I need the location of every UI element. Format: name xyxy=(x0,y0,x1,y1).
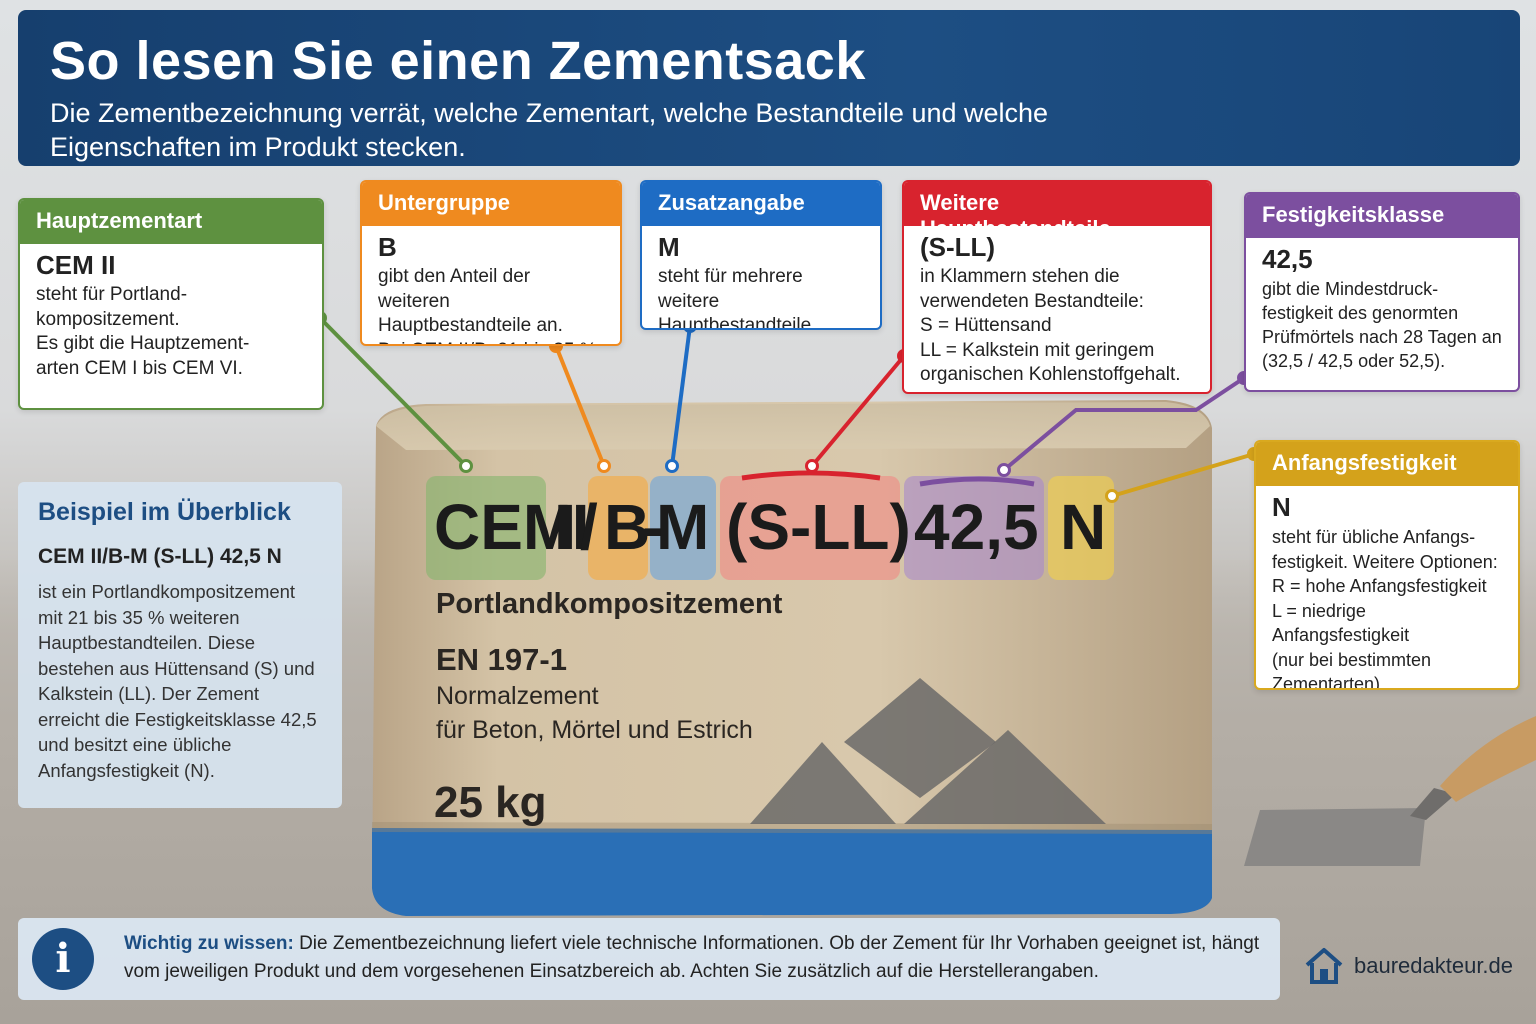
house-icon xyxy=(1305,948,1343,984)
page-title: So lesen Sie einen Zementsack xyxy=(50,31,866,91)
box-weitere-hauptbestandteile: Weitere Hauptbestandteile (S-LL) in Klam… xyxy=(902,180,1212,394)
box-hauptzementart-text: steht für Portland- kompositzement. Es g… xyxy=(36,284,250,379)
overview-title: Beispiel im Überblick xyxy=(38,498,291,526)
bag-code-ii: II xyxy=(554,491,590,563)
overview-text: ist ein Portlandkompositzement mit 21 bi… xyxy=(38,581,317,781)
box-festigkeitsklasse: Festigkeitsklasse 42,5 gibt die Mindestd… xyxy=(1244,192,1520,392)
bag-code-425: 42,5 xyxy=(914,491,1039,563)
bag-desc-1: Normalzement xyxy=(436,682,599,710)
box-anfangsfestigkeit: Anfangsfestigkeit N steht für übliche An… xyxy=(1254,440,1520,690)
bag-code-dash: - xyxy=(642,491,664,563)
header-banner: So lesen Sie einen Zementsack Die Zement… xyxy=(18,10,1520,166)
bag-code-cem: CEM xyxy=(434,491,577,563)
segment-425 xyxy=(904,476,1044,580)
box-zusatzangabe: Zusatzangabe M steht für mehrere weitere… xyxy=(640,180,882,330)
box-untergruppe: Untergruppe B gibt den Anteil der weiter… xyxy=(360,180,622,346)
box-hauptzementart: Hauptzementart CEM II steht für Portland… xyxy=(18,198,324,410)
bag-code-n: N xyxy=(1060,491,1107,563)
box-zusatzangabe-text: steht für mehrere weitere Hauptbestandte… xyxy=(658,266,817,330)
box-weitere-title: Weitere Hauptbestandteile xyxy=(904,182,1210,241)
overview-code: CEM II/B-M (S-LL) 42,5 N xyxy=(38,545,282,568)
box-festigkeit-title: Festigkeitsklasse xyxy=(1246,194,1518,238)
box-anfang-title: Anfangsfestigkeit xyxy=(1256,442,1518,486)
box-festigkeit-text: gibt die Mindestdruck- festigkeit des ge… xyxy=(1262,279,1502,371)
box-anfang-text: steht für übliche Anfangs- festigkeit. W… xyxy=(1272,527,1498,690)
box-hauptzementart-code: CEM II xyxy=(36,250,116,280)
bag-code-sll: (S-LL) xyxy=(726,491,911,563)
segment-b xyxy=(588,476,648,580)
info-bar: i Wichtig zu wissen: Die Zementbezeichnu… xyxy=(18,918,1280,1000)
mountain-logo xyxy=(750,678,1106,824)
bag-norm: EN 197-1 xyxy=(436,642,567,677)
info-label: Wichtig zu wissen: xyxy=(124,933,294,954)
box-untergruppe-code: B xyxy=(378,232,397,262)
bag-code-m: M xyxy=(656,491,710,563)
info-body: Die Zementbezeichnung liefert viele tech… xyxy=(124,933,1260,982)
connector-dot-m xyxy=(665,459,679,473)
bag-code-slash: / xyxy=(580,491,598,563)
info-icon: i xyxy=(32,928,94,990)
box-festigkeit-code: 42,5 xyxy=(1262,244,1313,274)
bag-desc-2: für Beton, Mörtel und Estrich xyxy=(436,716,753,744)
box-untergruppe-text: gibt den Anteil der weiteren Hauptbestan… xyxy=(378,266,602,344)
connector-dot-n xyxy=(1105,489,1119,503)
bag-code-b: B xyxy=(604,491,651,563)
box-zusatzangabe-title: Zusatzangabe xyxy=(642,182,880,226)
box-untergruppe-title: Untergruppe xyxy=(362,182,620,226)
bag-product-name: Portlandkompositzement xyxy=(436,588,783,620)
bag-weight: 25 kg xyxy=(434,778,547,827)
page-subtitle: Die Zementbezeichnung verrät, welche Zem… xyxy=(50,98,1049,162)
connector-dot-cem xyxy=(459,459,473,473)
segment-sll xyxy=(720,476,900,580)
brand-logo[interactable]: bauredakteur.de xyxy=(1304,946,1513,986)
segment-m xyxy=(650,476,716,580)
info-text: Wichtig zu wissen: Die Zementbezeichnung… xyxy=(124,930,1264,986)
trowel-image xyxy=(1244,716,1536,866)
brand-name: bauredakteur.de xyxy=(1354,953,1514,978)
segment-n xyxy=(1048,476,1114,580)
box-zusatzangabe-code: M xyxy=(658,232,680,262)
box-weitere-text: in Klammern stehen die verwendeten Besta… xyxy=(920,266,1181,385)
segment-cem xyxy=(426,476,546,580)
connector-dot-sll xyxy=(805,459,819,473)
box-weitere-code: (S-LL) xyxy=(920,232,996,262)
connector-dot-425 xyxy=(997,463,1011,477)
connector-dot-b xyxy=(597,459,611,473)
box-hauptzementart-title: Hauptzementart xyxy=(20,200,322,244)
overview-panel: Beispiel im Überblick CEM II/B-M (S-LL) … xyxy=(18,482,342,808)
box-anfang-code: N xyxy=(1272,492,1291,522)
